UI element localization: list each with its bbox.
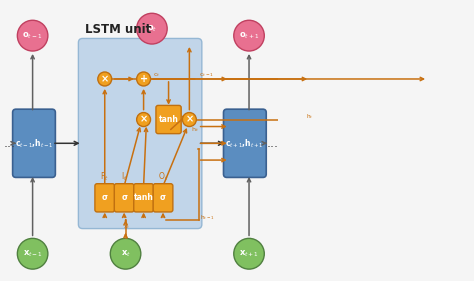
Text: ×: × [139, 115, 148, 124]
Text: c$_{t+1}$,h$_{t+1}$: c$_{t+1}$,h$_{t+1}$ [226, 137, 264, 149]
FancyBboxPatch shape [114, 184, 134, 212]
Text: x$_t$: x$_t$ [120, 248, 130, 259]
Text: tanh: tanh [134, 193, 154, 202]
Text: x$_t$: x$_t$ [123, 224, 130, 232]
Circle shape [137, 13, 167, 44]
FancyBboxPatch shape [134, 184, 154, 212]
Text: x$_{t-1}$: x$_{t-1}$ [23, 248, 43, 259]
Text: F$_t$: F$_t$ [100, 171, 109, 183]
Circle shape [18, 238, 48, 269]
Text: c$_{t-1}$: c$_{t-1}$ [199, 71, 214, 79]
FancyBboxPatch shape [224, 109, 266, 177]
Circle shape [18, 20, 48, 51]
FancyBboxPatch shape [95, 184, 115, 212]
Circle shape [98, 72, 112, 86]
Text: ×: × [185, 115, 193, 124]
Circle shape [137, 72, 151, 86]
Text: ×: × [100, 74, 109, 84]
Text: h$_t$: h$_t$ [191, 125, 199, 133]
Text: σ: σ [121, 193, 127, 202]
Text: c$_t$: c$_t$ [153, 71, 161, 79]
Circle shape [234, 238, 264, 269]
Circle shape [137, 112, 151, 126]
Text: σ: σ [102, 193, 108, 202]
Text: o$_t$: o$_t$ [147, 23, 157, 34]
Circle shape [182, 112, 196, 126]
Text: x$_{t+1}$: x$_{t+1}$ [239, 248, 259, 259]
FancyBboxPatch shape [78, 38, 202, 228]
Text: h$_{t-1}$: h$_{t-1}$ [200, 213, 215, 222]
Text: I$_t$: I$_t$ [121, 171, 128, 183]
Text: +: + [139, 74, 148, 84]
FancyBboxPatch shape [156, 105, 181, 134]
Text: σ: σ [160, 193, 166, 202]
Text: o$_{t-1}$: o$_{t-1}$ [22, 30, 43, 41]
Text: c$_{t-1}$,h$_{t-1}$: c$_{t-1}$,h$_{t-1}$ [15, 137, 54, 149]
Text: LSTM unit: LSTM unit [85, 23, 152, 36]
FancyBboxPatch shape [153, 184, 173, 212]
Circle shape [110, 238, 141, 269]
Text: ...: ... [267, 137, 279, 150]
Text: ...: ... [4, 137, 16, 150]
Text: o$_{t+1}$: o$_{t+1}$ [239, 30, 259, 41]
Circle shape [234, 20, 264, 51]
Text: h$_t$: h$_t$ [306, 112, 313, 121]
Text: tanh: tanh [159, 115, 179, 124]
FancyBboxPatch shape [13, 109, 55, 177]
Text: O$_t$: O$_t$ [158, 171, 168, 183]
